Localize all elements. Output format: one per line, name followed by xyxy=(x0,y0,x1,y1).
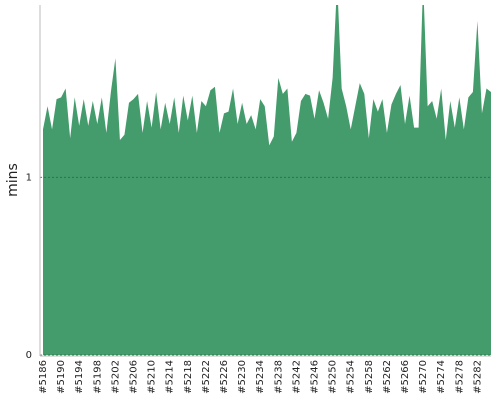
x-tick-label: #5214 xyxy=(165,360,176,394)
x-tick-label: #5270 xyxy=(418,360,429,394)
x-tick-label: #5186 xyxy=(38,360,49,394)
x-tick-label: #5278 xyxy=(454,360,465,394)
x-tick-label: #5234 xyxy=(255,360,266,394)
area xyxy=(43,5,491,355)
y-tick-label: 0 xyxy=(26,350,32,361)
x-tick-label: #5194 xyxy=(74,360,85,394)
x-tick-label: #5202 xyxy=(110,360,121,394)
x-tick-label: #5254 xyxy=(346,360,357,394)
x-tick-label: #5258 xyxy=(364,360,375,394)
x-tick-label: #5210 xyxy=(147,360,158,394)
x-tick-label: #5250 xyxy=(328,360,339,394)
x-tick-label: #5226 xyxy=(219,360,230,394)
x-tick-label: #5238 xyxy=(273,360,284,394)
x-tick-label: #5218 xyxy=(183,360,194,394)
y-tick-label: 1 xyxy=(26,172,32,183)
x-tick-label: #5266 xyxy=(400,360,411,394)
x-tick-label: #5230 xyxy=(237,360,248,394)
x-tick-label: #5206 xyxy=(129,360,140,394)
x-tick-label: #5246 xyxy=(310,360,321,394)
x-tick-label: #5262 xyxy=(382,360,393,394)
x-tick-label: #5198 xyxy=(92,360,103,394)
x-tick-label: #5222 xyxy=(201,360,212,394)
y-axis-label: mins xyxy=(5,163,21,197)
x-tick-label: #5274 xyxy=(436,360,447,394)
x-tick-label: #5282 xyxy=(472,360,483,394)
x-tick-label: #5242 xyxy=(291,360,302,394)
x-tick-label: #5190 xyxy=(56,360,67,394)
